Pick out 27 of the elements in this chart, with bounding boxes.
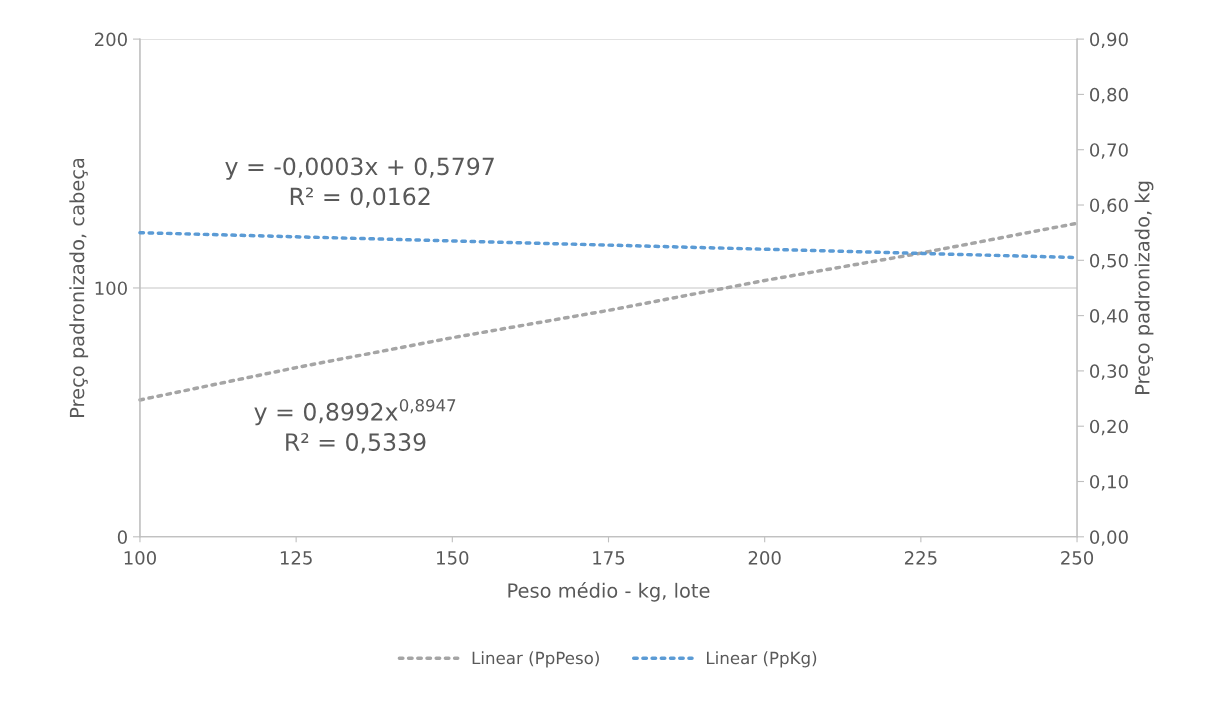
y-tick-label: 100 bbox=[95, 281, 127, 296]
x-tick-label: 175 bbox=[593, 551, 625, 565]
y2-tick-label: 0,30 bbox=[1090, 364, 1128, 380]
y-tick-label: 0 bbox=[117, 530, 127, 544]
x-tick-label: 100 bbox=[124, 551, 156, 565]
x-tick-label: 200 bbox=[748, 551, 781, 565]
y2-tick-label: 0,00 bbox=[1090, 530, 1128, 546]
y2-tick-label: 0,80 bbox=[1090, 87, 1128, 104]
legend-label: Linear (PpKg) bbox=[707, 651, 817, 668]
y2-tick-label: 0,20 bbox=[1090, 419, 1128, 436]
annotation: y = -0,0003x + 0,5797 R² = 0,0162 bbox=[225, 157, 494, 208]
x-tick-label: 250 bbox=[1061, 551, 1094, 565]
text: y = 0,8992x$^{0,8947}$ R² = 0,5339 bbox=[254, 399, 456, 454]
y2-axis-title: Preço padronizado, kg bbox=[1134, 181, 1154, 394]
y2-tick-label: 0,50 bbox=[1090, 253, 1128, 270]
legend-label: Linear (PpPeso) bbox=[472, 651, 599, 668]
y2-tick-label: 0,70 bbox=[1090, 143, 1128, 159]
y2-tick-label: 0,10 bbox=[1090, 474, 1128, 491]
x-tick-label: 150 bbox=[437, 551, 469, 565]
y2-tick-label: 0,90 bbox=[1090, 32, 1128, 49]
y2-tick-label: 0,40 bbox=[1090, 309, 1128, 325]
x-tick-label: 225 bbox=[904, 551, 937, 565]
x-axis-title: Peso médio - kg, lote bbox=[508, 582, 710, 602]
y2-tick-label: 0,60 bbox=[1090, 198, 1128, 214]
y-axis-title: Preço padronizado, cabeça bbox=[69, 158, 89, 417]
y-tick-label: 200 bbox=[95, 32, 127, 47]
x-tick-label: 125 bbox=[280, 551, 312, 565]
